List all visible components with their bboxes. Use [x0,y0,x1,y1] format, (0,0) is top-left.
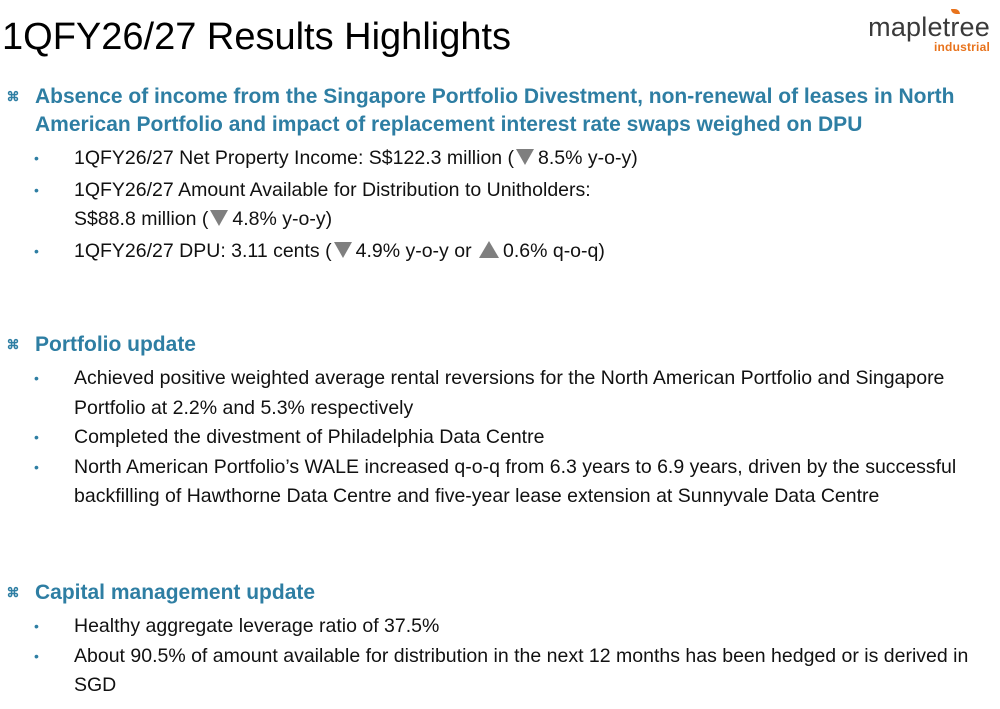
section-heading: ⌘ Absence of income from the Singapore P… [0,83,1000,139]
dot-bullet-icon: • [34,618,39,634]
page-title: 1QFY26/27 Results Highlights [2,16,512,58]
change-text: 4.8% y-o-y) [232,208,333,230]
list-item: • Achieved positive weighted average ren… [0,364,1000,423]
section-heading: ⌘ Capital management update [0,579,1000,607]
change-text: 0.6% q-o-q) [502,239,605,262]
bullet-text: About 90.5% of amount available for dist… [74,644,969,697]
triangle-down-icon [333,241,352,258]
leaf-icon [951,9,960,14]
bullet-text: 1QFY26/27 DPU: 3.11 cents ( [74,239,332,262]
bullet-list: • 1QFY26/27 Net Property Income: S$122.3… [0,144,1000,266]
logo: mapletree industrial [830,9,990,54]
section-portfolio: ⌘ Portfolio update • Achieved positive w… [0,331,1000,512]
bullet-list: • Healthy aggregate leverage ratio of 37… [0,612,1000,701]
section-heading-text: Absence of income from the Singapore Por… [35,85,955,136]
dot-bullet-icon: • [34,429,39,445]
list-item: • 1QFY26/27 Net Property Income: S$122.3… [0,144,1000,174]
diamond-star-bullet-icon: ⌘ [6,337,20,352]
bullet-text: S$88.8 million ( [74,208,209,230]
list-item: • About 90.5% of amount available for di… [0,642,1000,701]
triangle-down-icon [516,149,535,166]
bullet-text: North American Portfolio’s WALE increase… [74,455,957,508]
change-text: 8.5% y-o-y) [538,147,638,169]
dot-bullet-icon: • [34,370,39,386]
bullet-list: • Achieved positive weighted average ren… [0,364,1000,512]
section-heading-text: Portfolio update [35,333,196,356]
list-item: • 1QFY26/27 DPU: 3.11 cents ( 4.9% y-o-y … [0,237,1000,267]
triangle-down-icon [210,210,229,227]
list-item: • North American Portfolio’s WALE increa… [0,453,1000,512]
section-heading-text: Capital management update [35,581,316,604]
dot-bullet-icon: • [34,242,39,259]
bullet-text: Achieved positive weighted average renta… [74,367,945,419]
logo-wordmark: mapletree [868,9,990,42]
bullet-text: Completed the divestment of Philadelphia… [74,426,545,448]
list-item: • Healthy aggregate leverage ratio of 37… [0,612,1000,642]
dot-bullet-icon: • [34,181,39,198]
logo-word-text: mapletree [868,12,990,42]
list-item: • 1QFY26/27 Amount Available for Distrib… [0,176,1000,235]
section-results: ⌘ Absence of income from the Singapore P… [0,83,1000,268]
section-capital: ⌘ Capital management update • Healthy ag… [0,579,1000,701]
list-item: • Completed the divestment of Philadelph… [0,423,1000,453]
bullet-text: 1QFY26/27 Net Property Income: S$122.3 m… [74,147,515,169]
bullet-text: Healthy aggregate leverage ratio of 37.5… [74,615,440,637]
bullet-text: 1QFY26/27 Amount Available for Distribut… [74,178,591,201]
dot-bullet-icon: • [34,647,39,664]
change-text: 4.9% y-o-y or [355,239,472,262]
section-heading: ⌘ Portfolio update [0,331,1000,359]
dot-bullet-icon: • [34,150,39,166]
triangle-up-icon [478,241,499,259]
dot-bullet-icon: • [34,458,39,475]
diamond-star-bullet-icon: ⌘ [6,585,20,600]
diamond-star-bullet-icon: ⌘ [6,89,20,104]
logo-subtitle: industrial [933,40,990,54]
